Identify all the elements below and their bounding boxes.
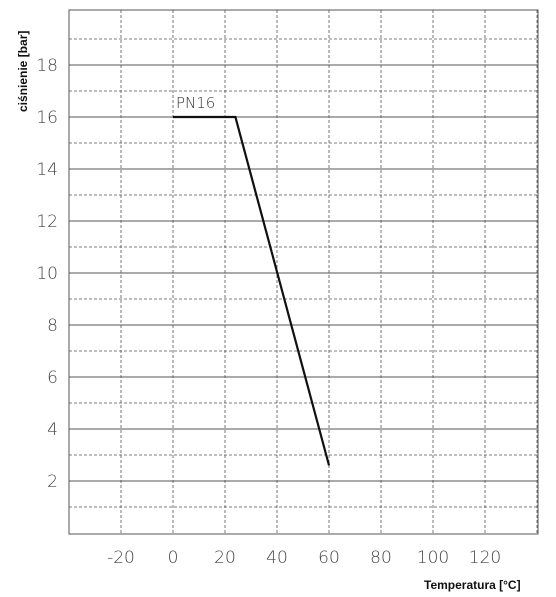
x-tick-label: 120 — [469, 548, 501, 568]
y-tick-label: 4 — [47, 420, 58, 440]
y-axis-title: ciśnienie [bar] — [16, 31, 30, 112]
y-axis-ticks: 2 4 6 8 10 12 14 16 18 — [36, 56, 58, 492]
series-line-pn16 — [173, 115, 331, 466]
plot-frame — [68, 9, 539, 535]
series-label-pn16: PN16 — [176, 94, 215, 112]
grid — [68, 9, 539, 535]
x-tick-label: 80 — [370, 548, 392, 568]
x-tick-label: 60 — [318, 548, 340, 568]
x-tick-label: -20 — [107, 548, 135, 568]
y-tick-label: 18 — [36, 56, 58, 76]
x-tick-label: 40 — [266, 548, 288, 568]
y-tick-label: 16 — [36, 108, 58, 128]
x-axis-title: Temperatura [°C] — [424, 578, 521, 592]
x-axis-ticks: -20 0 20 40 60 80 100 120 — [107, 548, 501, 568]
y-tick-label: 10 — [36, 264, 58, 284]
y-tick-label: 14 — [36, 160, 58, 180]
x-tick-label: 0 — [168, 548, 179, 568]
series — [173, 115, 331, 466]
x-tick-label: 20 — [214, 548, 236, 568]
y-tick-label: 6 — [47, 368, 58, 388]
x-tick-label: 100 — [417, 548, 449, 568]
y-tick-label: 12 — [36, 212, 58, 232]
y-tick-label: 8 — [47, 316, 58, 336]
y-tick-label: 2 — [47, 472, 58, 492]
